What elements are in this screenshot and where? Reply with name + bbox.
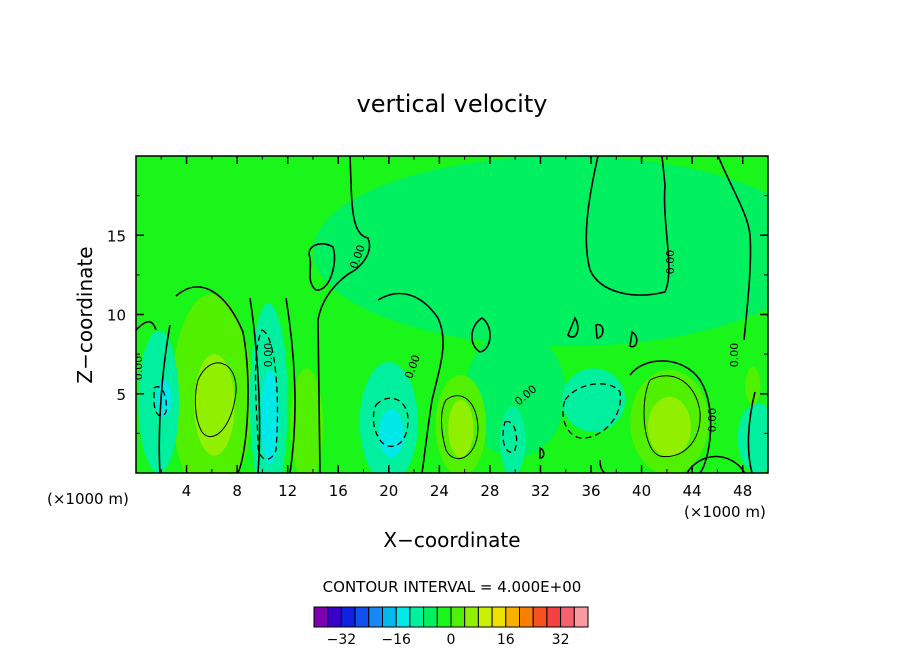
- contour-value-label: 0.00: [262, 343, 275, 368]
- contour-value-label: 0.00: [728, 343, 741, 368]
- colorbar-swatch: [327, 606, 342, 628]
- y-tick-label: 5: [116, 386, 126, 404]
- contour-lines: [136, 156, 756, 473]
- zero-contour-line: [629, 330, 638, 348]
- colorbar-swatch: [546, 606, 562, 628]
- chart-title: vertical velocity: [357, 90, 548, 118]
- contour-region: [448, 400, 474, 458]
- x-axis-label: X−coordinate: [383, 528, 520, 552]
- colorbar-swatch: [368, 606, 383, 628]
- positive-contour-line: [194, 362, 237, 438]
- colorbar-swatch: [436, 606, 452, 628]
- colorbar-swatch: [560, 606, 575, 628]
- contour-region: [313, 156, 768, 347]
- contour-region: [290, 368, 324, 473]
- colorbar-swatch: [477, 606, 493, 628]
- contour-value-label: 0.00: [664, 250, 677, 275]
- x-unit-left: (×1000 m): [47, 490, 129, 508]
- zero-contour-line: [136, 320, 157, 331]
- negative-contour-line: [153, 386, 168, 417]
- x-tick-label: 20: [379, 482, 398, 500]
- positive-contour-line: [643, 375, 701, 458]
- negative-contour-line: [562, 383, 621, 439]
- contour-lines-positive: [194, 362, 701, 460]
- colorbar-swatch: [340, 606, 356, 628]
- colorbar-swatch: [395, 606, 411, 628]
- colorbar-tick-label: −16: [381, 632, 411, 648]
- x-tick-label: 4: [182, 482, 192, 500]
- contour-interval: CONTOUR INTERVAL = 4.000E+00: [323, 578, 582, 596]
- zero-contour-line: [471, 317, 491, 353]
- zero-contour-line: [158, 324, 171, 473]
- colorbar-swatch: [450, 606, 466, 628]
- contour-region: [647, 396, 691, 458]
- x-tick-label: 40: [632, 482, 651, 500]
- y-tick-label: 15: [107, 227, 126, 245]
- contour-lines-negative: [153, 329, 621, 460]
- contour-region: [561, 368, 626, 432]
- x-tick-label: 48: [733, 482, 752, 500]
- contour-region: [500, 406, 526, 473]
- y-axis-ticks: 5 10 15: [107, 195, 768, 434]
- x-tick-label: 24: [430, 482, 449, 500]
- colorbar-swatch: [532, 606, 548, 628]
- colorbar-tick-label: −32: [327, 632, 357, 648]
- x-tick-label: 8: [232, 482, 242, 500]
- contour-region: [156, 379, 172, 418]
- colorbar-swatch: [519, 606, 534, 628]
- zero-contour-line: [539, 446, 545, 459]
- x-tick-label: 44: [683, 482, 702, 500]
- y-tick-label: 10: [107, 307, 126, 325]
- negative-contour-line: [372, 397, 409, 447]
- colorbar-swatch: [313, 606, 329, 628]
- zero-contour-line: [175, 286, 249, 473]
- colorbar-swatch: [409, 606, 425, 628]
- colorbar-swatch: [354, 606, 370, 628]
- x-tick-label: 32: [531, 482, 550, 500]
- zero-contour-line: [686, 455, 746, 473]
- zero-contour-line: [308, 243, 336, 291]
- colorbar-tick-label: 32: [552, 632, 570, 648]
- x-tick-label: 12: [278, 482, 297, 500]
- contour-value-label: 0.00: [706, 408, 719, 433]
- colorbar: [313, 606, 589, 628]
- colorbar-tick-label: 0: [447, 632, 456, 648]
- colorbar-tick-label: 16: [497, 632, 515, 648]
- colorbar-swatch: [491, 606, 507, 628]
- zero-contour-line: [317, 156, 371, 473]
- zero-contour-line: [595, 323, 604, 339]
- zero-contour-line: [567, 316, 579, 338]
- colorbar-swatch: [464, 606, 479, 628]
- colorbar-swatch: [573, 606, 589, 628]
- zero-contour-line: [747, 391, 756, 473]
- contour-region: [194, 354, 235, 456]
- positive-contour-line: [441, 395, 479, 460]
- colorbar-swatch: [382, 606, 397, 628]
- colorbar-tick-labels: −32 −16 0 16 32: [327, 632, 570, 648]
- zero-contour-line: [585, 156, 670, 296]
- x-unit-right: (×1000 m): [684, 503, 766, 521]
- zero-contour-line: [249, 297, 261, 473]
- x-tick-label: 16: [329, 482, 348, 500]
- contour-region: [737, 403, 768, 473]
- contour-value-label: 0.00: [132, 356, 145, 381]
- colorbar-swatch: [505, 606, 520, 628]
- plot-area: 0.00 0.000.00 0.000.000.000.000.00: [132, 156, 768, 473]
- zero-contour-line: [629, 360, 712, 473]
- zero-contour-line: [377, 292, 444, 473]
- y-axis-label: Z−coordinate: [73, 246, 97, 383]
- contour-region: [378, 409, 404, 458]
- zero-contour-line: [285, 297, 296, 473]
- contour-region: [745, 366, 761, 405]
- zero-contour-line: [717, 156, 752, 341]
- x-tick-label: 36: [581, 482, 600, 500]
- contour-region: [261, 369, 279, 466]
- contour-region: [464, 330, 566, 458]
- x-axis-ticks: 4 8 12 16 20 24 28 32 36 40 44 48: [160, 156, 752, 500]
- x-tick-label: 28: [480, 482, 499, 500]
- colorbar-swatch: [423, 606, 438, 628]
